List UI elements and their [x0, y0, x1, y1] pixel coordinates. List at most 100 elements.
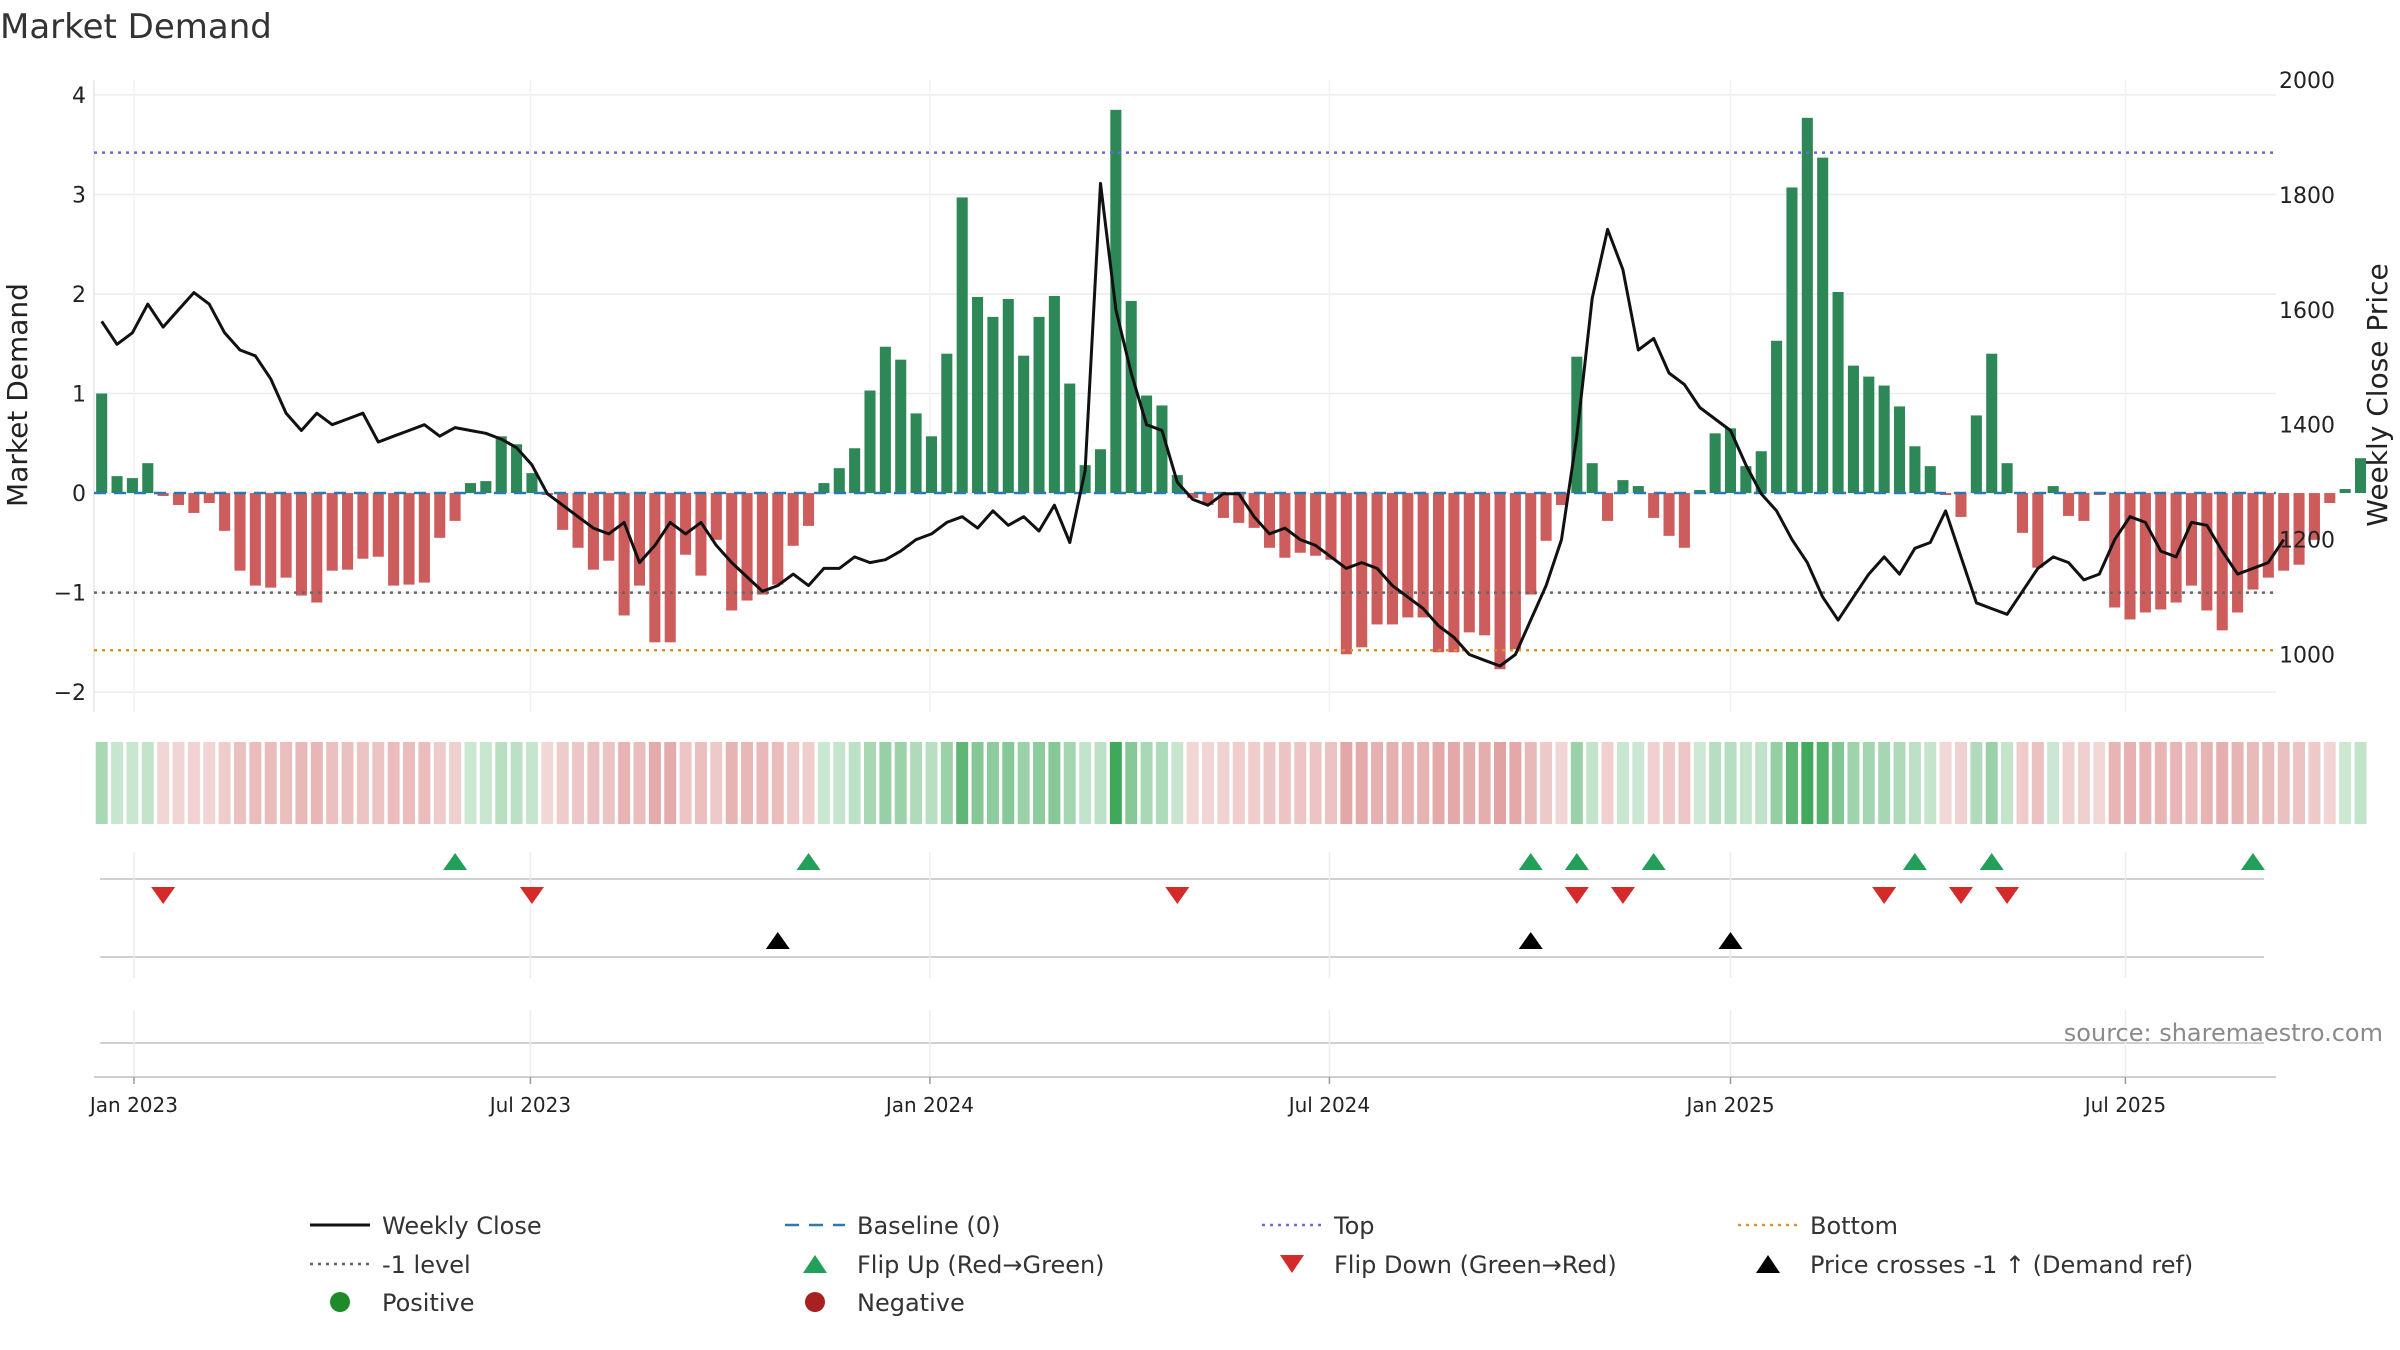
demand-bar [372, 493, 384, 557]
demand-bar [418, 493, 430, 583]
demand-bar [572, 493, 584, 548]
demand-bar [1279, 493, 1291, 558]
heat-cell [1555, 742, 1568, 824]
right-tick-label: 1800 [2279, 184, 2335, 209]
heat-cell [2108, 742, 2121, 824]
demand-bar [1863, 376, 1875, 494]
heat-cell [157, 742, 170, 824]
demand-bar [895, 359, 907, 494]
heat-cell [264, 742, 277, 824]
heat-cell [910, 742, 923, 824]
heat-cell [633, 742, 646, 824]
heat-cell [756, 742, 769, 824]
price-cross-marker [765, 932, 790, 949]
legend-label: Top [1333, 1212, 1375, 1240]
demand-bar [1048, 295, 1060, 494]
heat-cell [802, 742, 815, 824]
heat-cell [449, 742, 462, 824]
demand-bars [96, 109, 2367, 670]
demand-bar [2109, 493, 2121, 608]
demand-bar [1494, 493, 1506, 670]
flip-down-marker [1872, 887, 1897, 904]
heat-cell [433, 742, 446, 824]
right-tick-label: 1400 [2279, 414, 2335, 439]
heat-cell [1401, 742, 1414, 824]
demand-bar [2001, 463, 2013, 494]
demand-bar [2139, 493, 2151, 613]
heat-cell [2323, 742, 2336, 824]
demand-bar [219, 493, 231, 531]
demand-bar [772, 493, 784, 585]
demand-bar [172, 493, 185, 505]
demand-bar [987, 316, 999, 494]
demand-bar [1786, 187, 1798, 494]
flip-down-marker [1995, 887, 2020, 904]
demand-bar [864, 390, 876, 494]
heat-cell [233, 742, 246, 824]
x-tick-label: Jan 2025 [1684, 1093, 1774, 1117]
heat-cell [1693, 742, 1706, 824]
flip-up-marker [1641, 853, 1666, 870]
heat-cell [1125, 742, 1138, 824]
heat-cell [464, 742, 477, 824]
right-tick-label: 1200 [2279, 529, 2335, 554]
flip-up-marker [443, 853, 468, 870]
demand-bar [1340, 493, 1352, 655]
demand-bar [1141, 395, 1153, 494]
demand-bar [1187, 493, 1199, 499]
heat-cell [1924, 742, 1937, 824]
legend-swatch-triangle-down [1280, 1255, 1304, 1273]
flip-up-marker [796, 853, 821, 870]
heat-cell [1002, 742, 1015, 824]
demand-bar [1771, 340, 1783, 494]
heat-cell [479, 742, 492, 824]
heat-cell [95, 742, 108, 824]
demand-bar [1356, 493, 1368, 648]
demand-bar [1002, 298, 1014, 494]
heat-cell [572, 742, 585, 824]
flip-up-marker [1564, 853, 1589, 870]
demand-bar [480, 481, 492, 494]
left-tick-label: 1 [72, 383, 86, 408]
demand-bar [1294, 493, 1306, 553]
heat-cell [1632, 742, 1645, 824]
heat-cell [1908, 742, 1921, 824]
demand-bar [956, 197, 968, 494]
heat-cell [1985, 742, 1998, 824]
demand-bar [403, 493, 415, 585]
heat-cell [664, 742, 677, 824]
heat-cell [495, 742, 508, 824]
left-tick-label: −2 [54, 681, 86, 706]
demand-bar [1202, 493, 1214, 505]
heat-cell [372, 742, 385, 824]
demand-bar [710, 493, 722, 540]
weekly-close-line [100, 181, 2285, 668]
heat-cell [986, 742, 999, 824]
heat-cell [694, 742, 707, 824]
heat-cell [172, 742, 185, 824]
heat-cell [1878, 742, 1891, 824]
demand-bar [1602, 493, 1614, 521]
heat-cell [1893, 742, 1906, 824]
heat-cell [940, 742, 953, 824]
heat-cell [541, 742, 554, 824]
heat-cell [1355, 742, 1368, 824]
heat-cell [1063, 742, 1076, 824]
heat-cell [141, 742, 154, 824]
demand-bar [1310, 493, 1322, 556]
demand-bar [311, 493, 323, 603]
heat-cell [1939, 742, 1952, 824]
demand-bar [1386, 493, 1398, 625]
heat-cell [1832, 742, 1845, 824]
demand-bar [464, 483, 477, 494]
heat-cell [1432, 742, 1445, 824]
demand-bar [2308, 493, 2320, 540]
demand-bar [587, 493, 599, 570]
demand-bar [2339, 489, 2351, 494]
demand-bar [1924, 466, 1936, 494]
heat-cell [1586, 742, 1599, 824]
flip-down-marker [519, 887, 544, 904]
demand-bar [2063, 493, 2075, 516]
legend: Weekly Close Baseline (0) Top Bottom -1 leve… [310, 1212, 2193, 1317]
heat-cell [1248, 742, 1261, 824]
